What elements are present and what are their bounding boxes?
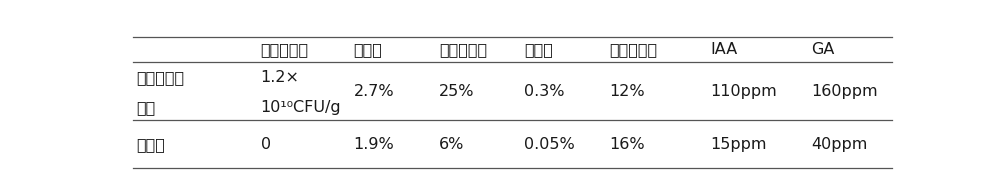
Text: 海藻低聚糖: 海藻低聚糖 <box>439 42 487 57</box>
Text: 2.7%: 2.7% <box>354 84 394 99</box>
Text: 肥料: 肥料 <box>137 100 156 115</box>
Text: 海藻有机质: 海藻有机质 <box>609 42 658 57</box>
Text: 生防菌含量: 生防菌含量 <box>261 42 309 57</box>
Text: 160ppm: 160ppm <box>811 84 878 99</box>
Text: IAA: IAA <box>710 42 737 57</box>
Text: 海藻渣: 海藻渣 <box>137 137 166 152</box>
Text: 0.05%: 0.05% <box>524 137 575 152</box>
Text: GA: GA <box>811 42 834 57</box>
Text: 1.2×: 1.2× <box>261 70 300 85</box>
Text: 40ppm: 40ppm <box>811 137 867 152</box>
Text: 海藻微生物: 海藻微生物 <box>137 70 185 85</box>
Text: 6%: 6% <box>439 137 464 152</box>
Text: 0.3%: 0.3% <box>524 84 565 99</box>
Text: 壳聚糖: 壳聚糖 <box>524 42 553 57</box>
Text: 25%: 25% <box>439 84 474 99</box>
Text: 15ppm: 15ppm <box>710 137 767 152</box>
Text: 16%: 16% <box>609 137 645 152</box>
Text: 1.9%: 1.9% <box>354 137 394 152</box>
Text: 海藻酸: 海藻酸 <box>354 42 382 57</box>
Text: 0: 0 <box>261 137 271 152</box>
Text: 12%: 12% <box>609 84 645 99</box>
Text: 10¹⁰CFU/g: 10¹⁰CFU/g <box>261 100 341 115</box>
Text: 110ppm: 110ppm <box>710 84 777 99</box>
